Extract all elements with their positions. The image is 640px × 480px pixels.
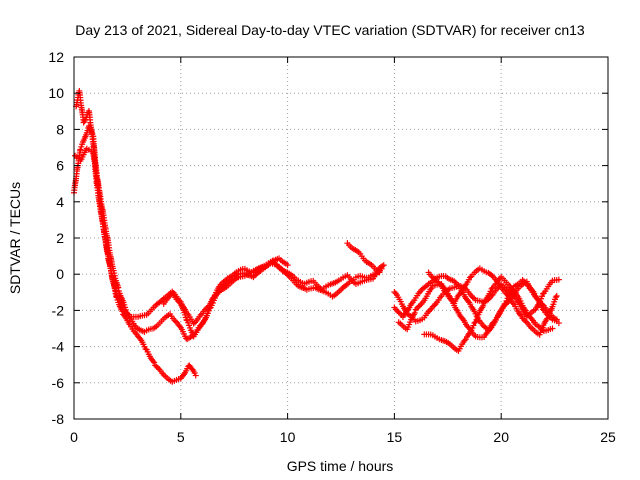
data-point (461, 337, 468, 344)
x-tick-label: 10 (280, 429, 296, 445)
x-tick-label: 25 (600, 429, 616, 445)
data-point (471, 320, 478, 327)
data-point (480, 302, 487, 309)
data-point (544, 315, 551, 322)
y-tick-label: -4 (52, 339, 65, 355)
axis-ticks (73, 56, 609, 420)
data-point (411, 309, 418, 316)
data-point (151, 359, 158, 366)
data-point (485, 327, 492, 334)
y-tick-label: 8 (56, 121, 64, 137)
y-tick-label: 0 (56, 266, 64, 282)
series-track-e (344, 240, 383, 276)
data-point (517, 311, 524, 318)
data-point (77, 146, 84, 153)
data-points (71, 87, 562, 385)
data-point (284, 262, 291, 269)
data-point (549, 325, 556, 332)
y-tick-label: -8 (52, 411, 65, 427)
data-point (555, 320, 562, 327)
series-track-j (425, 265, 560, 338)
data-point (215, 289, 222, 296)
data-point (380, 262, 387, 269)
data-point (122, 304, 129, 311)
data-point (192, 372, 199, 379)
data-point (376, 269, 383, 276)
y-tick-label: 6 (56, 158, 64, 174)
y-tick-label: 12 (48, 49, 64, 65)
x-tick-label: 15 (387, 429, 403, 445)
y-tick-label: 2 (56, 230, 64, 246)
x-axis-label: GPS time / hours (287, 458, 394, 474)
data-point (460, 284, 467, 291)
data-point (378, 265, 385, 272)
chart-title: Day 213 of 2021, Sidereal Day-to-day VTE… (75, 22, 585, 38)
data-point (467, 274, 474, 281)
series-track-d (160, 255, 291, 340)
data-point (119, 308, 126, 315)
y-tick-label: 4 (56, 194, 64, 210)
data-point (552, 294, 559, 301)
tick-labels: 0 5 10 15 20 25 -8 -6 -4 -2 0 2 4 6 8 10 12 (48, 49, 616, 445)
data-point (131, 322, 138, 329)
y-axis-label: SDTVAR / TECUs (7, 182, 23, 294)
x-tick-label: 0 (70, 429, 78, 445)
data-point (553, 292, 560, 299)
data-point (150, 358, 157, 365)
y-tick-label: 10 (48, 85, 64, 101)
x-tick-label: 20 (493, 429, 509, 445)
series-track-i (421, 274, 556, 354)
data-point (521, 306, 528, 313)
y-tick-label: -6 (52, 375, 65, 391)
data-point (510, 287, 517, 294)
data-point (555, 276, 562, 283)
x-tick-label: 5 (177, 429, 185, 445)
y-tick-label: -2 (52, 302, 65, 318)
data-point (509, 300, 516, 307)
data-point (458, 288, 465, 295)
